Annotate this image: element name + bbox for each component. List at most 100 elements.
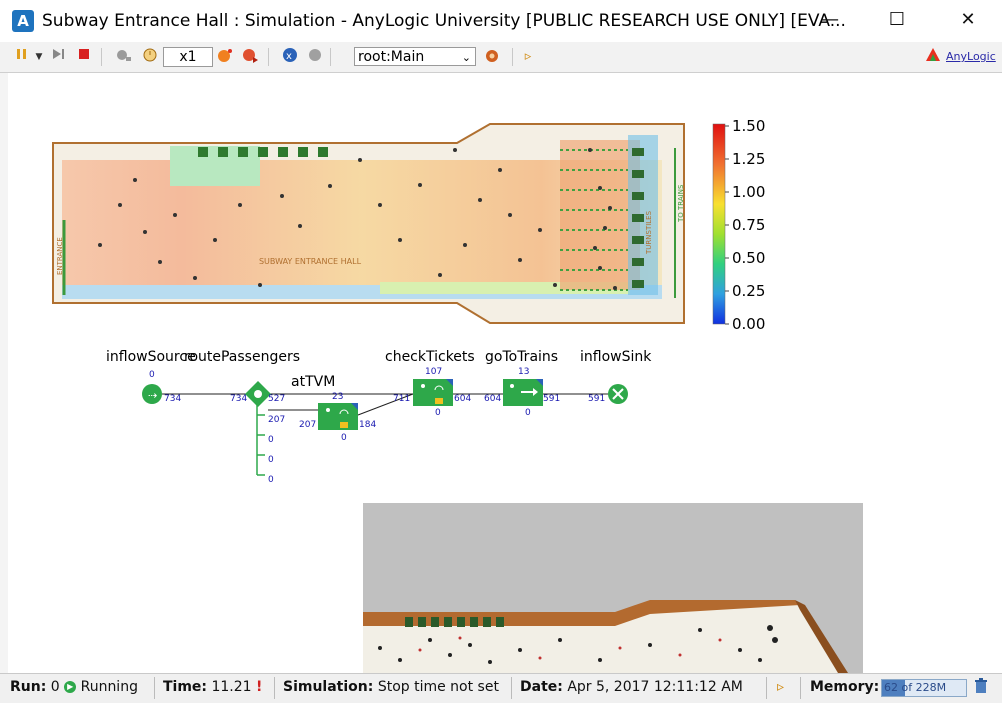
- count-label: 734: [164, 394, 182, 404]
- count-label: 0: [268, 475, 274, 485]
- minimize-button[interactable]: —: [821, 9, 839, 30]
- status-bar: Run: 0 ▶ Running Time: 11.21 ! Simulatio…: [0, 673, 1002, 703]
- close-button[interactable]: ✕: [960, 9, 976, 30]
- block-label: inflowSink: [580, 349, 652, 365]
- window-title: Subway Entrance Hall : Simulation - AnyL…: [42, 11, 846, 31]
- count-label: 23: [332, 392, 344, 402]
- block-label: goToTrains: [485, 349, 559, 365]
- hall-heatmap[interactable]: [52, 123, 685, 324]
- title-bar: A Subway Entrance Hall : Simulation - An…: [0, 0, 1002, 42]
- turnstiles-label: TURNSTILES: [645, 210, 653, 255]
- flowchart-connectors: [162, 393, 609, 475]
- speed-up-icon[interactable]: [215, 47, 235, 67]
- flow-arrows: [560, 149, 628, 291]
- anylogic-link[interactable]: AnyLogic: [946, 50, 996, 63]
- count-label: 591: [543, 394, 561, 404]
- maximize-button[interactable]: ☐: [888, 9, 906, 30]
- 3d-view[interactable]: [363, 503, 863, 673]
- legend-tick-label: 0.50: [732, 249, 766, 267]
- toolbar-separator: [512, 48, 513, 66]
- toolbar-separator: [101, 48, 102, 66]
- inflow-source-block[interactable]: ⇢: [142, 384, 162, 404]
- legend-tick-label: 0.75: [732, 216, 766, 234]
- count-label: 711: [393, 394, 411, 404]
- run-menu-chevron-down-icon[interactable]: ▼: [35, 52, 43, 62]
- go-to-trains-block[interactable]: [503, 379, 543, 406]
- camera-icon[interactable]: [482, 47, 502, 67]
- play-hint-icon[interactable]: ▹: [777, 679, 785, 695]
- date-label: Date:: [520, 679, 563, 695]
- count-label: 13: [518, 367, 530, 377]
- run-label: Run:: [10, 679, 47, 695]
- to-trains-label: TO TRAINS: [677, 184, 685, 223]
- time-status: Time: 11.21 !: [163, 679, 262, 695]
- navigate-icon[interactable]: x: [280, 47, 300, 67]
- status-separator: [800, 677, 801, 699]
- toolbar-separator: [330, 48, 331, 66]
- simulation-value: Stop time not set: [377, 679, 499, 695]
- time-value: 11.21: [211, 679, 252, 695]
- svg-text:⇢: ⇢: [148, 389, 157, 402]
- memory-bar: 62 of 228M: [881, 679, 967, 697]
- legend-tick-label: 1.00: [732, 183, 766, 201]
- at-tvm-block[interactable]: [318, 403, 358, 430]
- legend-tick-label: 1.25: [732, 150, 766, 168]
- simulation-status: Simulation: Stop time not set: [283, 679, 499, 695]
- legend-tick-label: 0.25: [732, 282, 766, 300]
- count-label: 107: [425, 367, 443, 377]
- count-label: 591: [588, 394, 606, 404]
- entrance-label: ENTRANCE: [56, 237, 64, 275]
- legend-tick-label: 1.50: [732, 117, 766, 135]
- hall-label: SUBWAY ENTRANCE HALL: [259, 257, 362, 266]
- pause-icon[interactable]: [14, 47, 30, 67]
- pedestrians: [98, 148, 617, 290]
- run-state: Running: [80, 679, 138, 695]
- status-separator: [511, 677, 512, 699]
- trash-icon[interactable]: [974, 678, 988, 698]
- count-label: 0: [149, 370, 155, 380]
- count-label: 0: [341, 433, 347, 443]
- simulation-label: Simulation:: [283, 679, 374, 695]
- anylogic-app-icon: A: [12, 10, 34, 32]
- run-status: Run: 0 ▶ Running: [10, 679, 138, 695]
- warning-icon: !: [256, 679, 263, 695]
- count-label: 604: [454, 394, 472, 404]
- toolbar-separator: [268, 48, 269, 66]
- route-branches: [256, 405, 265, 476]
- route-passengers-block[interactable]: [245, 381, 271, 407]
- experiment-select-value: root:Main: [358, 49, 425, 65]
- virtual-time-icon[interactable]: [140, 47, 160, 67]
- count-label: 207: [299, 420, 317, 430]
- model-svg: SUBWAY ENTRANCE HALL ENTRANCE TURNSTILES…: [52, 123, 863, 673]
- date-value: Apr 5, 2017 12:11:12 AM: [567, 679, 743, 695]
- memory-label: Memory:: [810, 679, 880, 695]
- real-time-icon[interactable]: [240, 47, 260, 67]
- stop-icon[interactable]: [75, 47, 93, 67]
- time-label: Time:: [163, 679, 208, 695]
- turnstiles: [632, 148, 644, 288]
- inflow-sink-block[interactable]: [608, 384, 628, 404]
- slow-down-icon[interactable]: [114, 47, 134, 67]
- memory-value: 62 of 228M: [884, 681, 947, 694]
- experiment-select[interactable]: root:Main ⌄: [354, 47, 476, 66]
- step-forward-icon[interactable]: [50, 47, 68, 67]
- simulation-canvas[interactable]: SUBWAY ENTRANCE HALL ENTRANCE TURNSTILES…: [8, 73, 1002, 673]
- count-label: 0: [268, 435, 274, 445]
- block-label: checkTickets: [385, 349, 475, 365]
- count-label: 0: [525, 408, 531, 418]
- check-tickets-block[interactable]: [413, 379, 453, 406]
- ticket-vending-machines: [198, 147, 328, 157]
- status-separator: [154, 677, 155, 699]
- anylogic-logo-icon: [925, 47, 941, 67]
- count-label: 0: [268, 455, 274, 465]
- view-icon[interactable]: [305, 47, 325, 67]
- speed-field[interactable]: x1: [163, 47, 213, 67]
- block-label: routePassengers: [184, 349, 301, 365]
- memory-bar-fill: [882, 680, 905, 696]
- density-legend: [712, 123, 729, 325]
- svg-text:x: x: [286, 51, 292, 62]
- play-hint-icon[interactable]: ▹: [524, 49, 532, 64]
- count-label: 207: [268, 415, 286, 425]
- count-label: 734: [230, 394, 248, 404]
- memory-status: Memory:: [810, 679, 879, 695]
